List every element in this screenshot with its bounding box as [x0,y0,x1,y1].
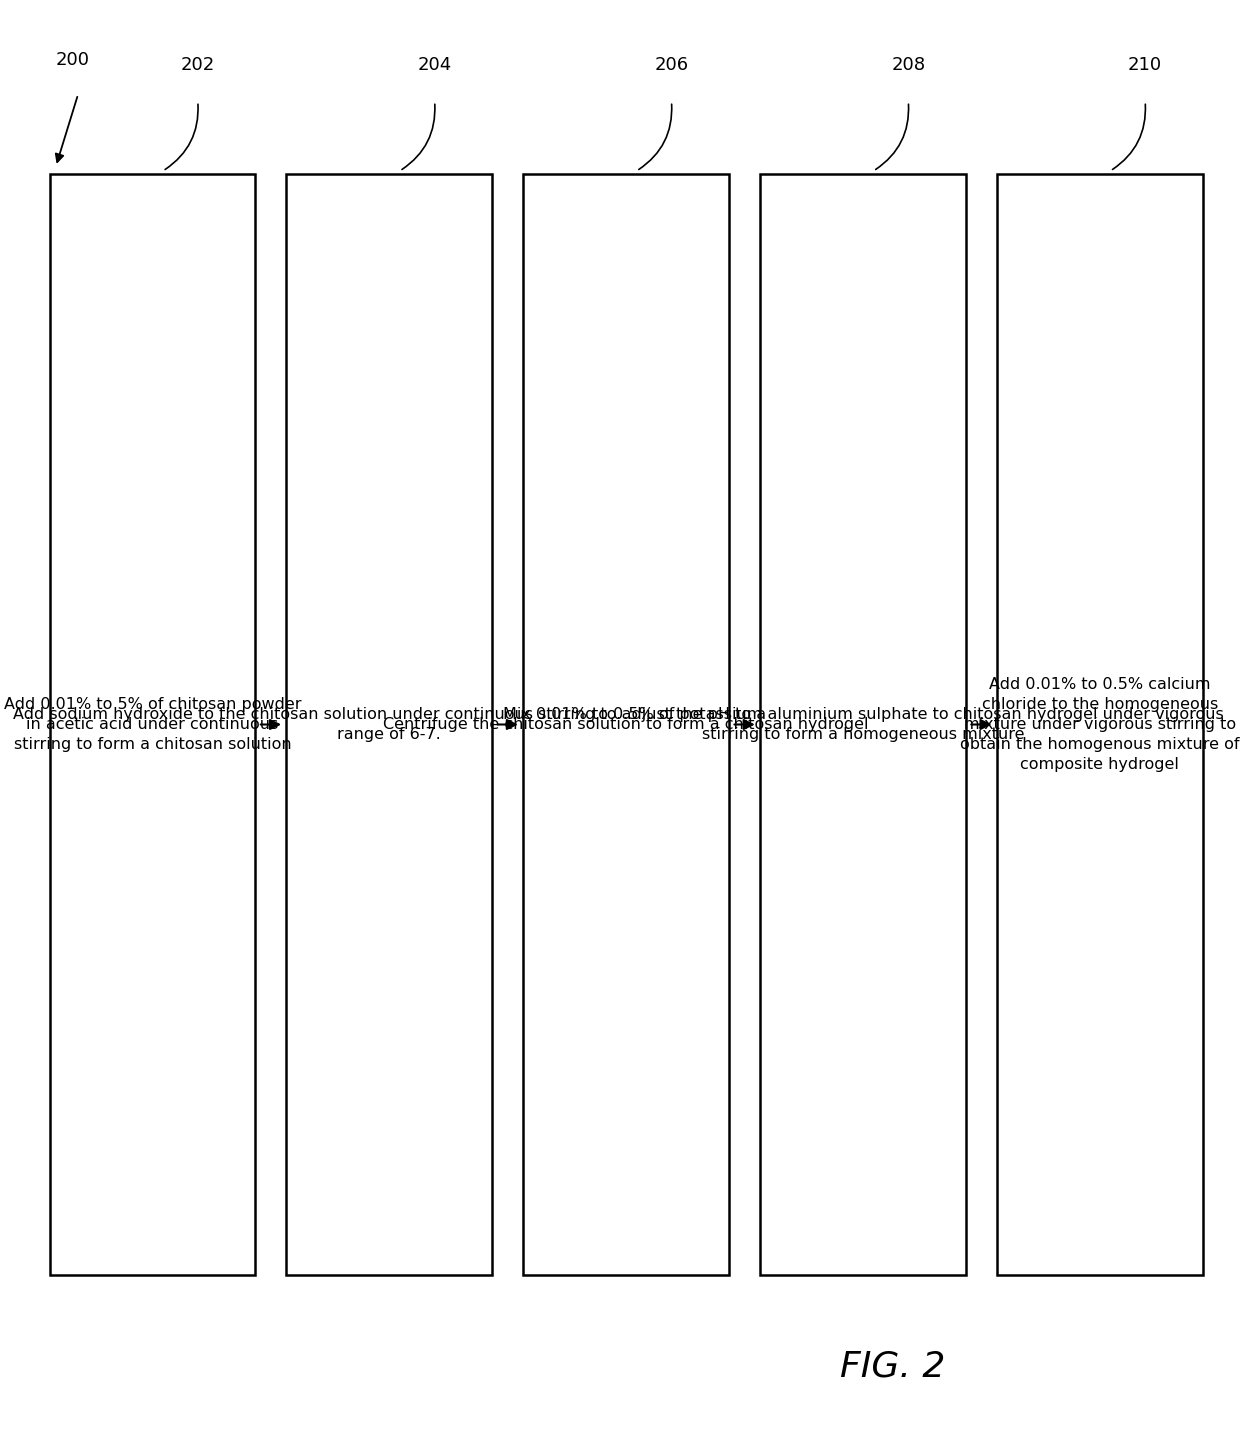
Text: 208: 208 [892,57,925,74]
Bar [997,174,1203,1275]
Text: Centrifuge the chitosan solution to form a chitosan hydrogel: Centrifuge the chitosan solution to form… [383,717,869,732]
Bar [760,174,966,1275]
Text: 200: 200 [56,51,89,68]
Text: 206: 206 [655,57,688,74]
Text: 204: 204 [418,57,451,74]
Text: Add sodium hydroxide to the chitosan solution under continuous stirring to adjus: Add sodium hydroxide to the chitosan sol… [12,707,766,742]
Text: 210: 210 [1128,57,1162,74]
Bar [286,174,492,1275]
Text: Mix 0.01% to 0.5% of potassium aluminium sulphate to chitosan hydrogel under vig: Mix 0.01% to 0.5% of potassium aluminium… [502,707,1224,742]
Text: 202: 202 [181,57,215,74]
Text: Add 0.01% to 5% of chitosan powder in acetic acid under continuous stirring to f: Add 0.01% to 5% of chitosan powder in ac… [4,697,301,752]
Text: FIG. 2: FIG. 2 [841,1350,945,1384]
Text: Add 0.01% to 0.5% calcium chloride to the homogeneous mixture under vigorous sti: Add 0.01% to 0.5% calcium chloride to th… [960,677,1240,772]
Bar [523,174,729,1275]
Bar [50,174,255,1275]
